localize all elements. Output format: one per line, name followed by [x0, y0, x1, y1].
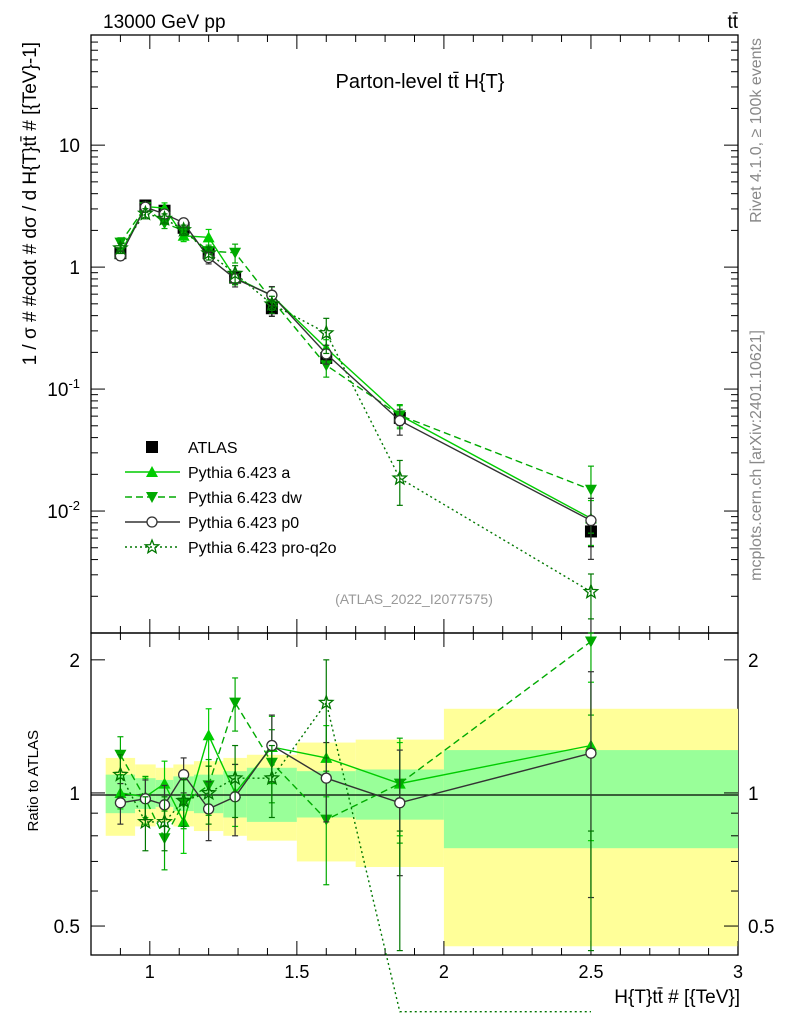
- main-line-pythia-6-423-pro-q2o: [119, 212, 592, 593]
- main-point-pythia-6-423-pro-q2o: [391, 469, 409, 486]
- ratio-point-pythia-6-423-p0: [114, 797, 127, 809]
- header-right: tt̄: [727, 12, 738, 33]
- x-axis-label: H{T}tt̄ # [{TeV}]: [614, 987, 740, 1008]
- main-point-pythia-6-423-pro-q2o: [226, 264, 244, 281]
- legend-marker-pythia-6-423-p0: [146, 516, 158, 528]
- side-label-mcplots: mcplots.cern.ch [arXiv:2401.10621]: [748, 330, 765, 581]
- main-line-pythia-6-423-p0: [119, 206, 592, 522]
- ratio-point-pythia-6-423-p0: [585, 747, 597, 759]
- legend-label-pythia-6-423-p0: Pythia 6.423 p0: [188, 515, 299, 532]
- x-tick-label: 2: [439, 962, 449, 982]
- ratio-y-tick-label-right: 1: [748, 784, 759, 805]
- ratio-y-tick-label: 0.5: [54, 917, 80, 938]
- main-point-pythia-6-423-dw: [584, 484, 597, 496]
- ratio-point-pythia-6-423-pro-q2o: [200, 784, 217, 801]
- x-tick-label: 2.5: [578, 962, 603, 982]
- main-point-pythia-6-423-pro-q2o: [582, 582, 600, 599]
- header-left: 13000 GeV pp: [103, 12, 226, 33]
- ratio-uncertainty-bands: [105, 708, 738, 947]
- legend-marker-atlas: [146, 441, 158, 453]
- main-point-pythia-6-423-pro-q2o: [136, 204, 154, 221]
- ratio-point-pythia-6-423-dw: [584, 636, 597, 648]
- main-point-pythia-6-423-p0: [394, 414, 406, 427]
- chart-title: Parton-level tt̄ H{T}: [336, 71, 505, 93]
- ratio-point-pythia-6-423-a: [202, 729, 215, 741]
- side-label-rivet: Rivet 4.1.0, ≥ 100k events: [748, 38, 765, 223]
- ratio-point-pythia-6-423-pro-q2o: [156, 813, 173, 830]
- ratio-line-pythia-6-423-a: [120, 733, 592, 824]
- ratio-point-pythia-6-423-p0: [394, 797, 406, 809]
- main-series-layer: [112, 199, 600, 620]
- watermark: (ATLAS_2022_I2077575): [335, 591, 493, 607]
- ratio-y-tick-label-right: 2: [748, 651, 759, 672]
- legend: ATLAS Pythia 6.423 a Pythia 6.423 dw Pythia…: [125, 440, 337, 557]
- main-point-pythia-6-423-pro-q2o: [112, 239, 129, 256]
- ratio-point-pythia-6-423-pro-q2o: [226, 769, 244, 786]
- legend-marker-pythia-6-423-a: [146, 466, 158, 477]
- ratio-point-pythia-6-423-p0: [320, 772, 332, 784]
- main-point-pythia-6-423-pro-q2o: [175, 221, 192, 238]
- y-tick-label: 10: [59, 136, 80, 157]
- main-point-pythia-6-423-p0: [585, 514, 597, 527]
- ratio-point-pythia-6-423-pro-q2o: [112, 765, 129, 782]
- y-tick-label: 10-2: [47, 498, 80, 523]
- y-axis-label: 1 / σ # #cdot # dσ / d H{T}tt̄ # [{TeV}-…: [20, 42, 41, 365]
- ratio-point-pythia-6-423-pro-q2o: [136, 813, 154, 830]
- main-point-pythia-6-423-pro-q2o: [317, 324, 335, 341]
- legend-label-pythia-6-423-dw: Pythia 6.423 dw: [188, 490, 302, 507]
- legend-marker-pythia-6-423-pro-q2o: [143, 538, 161, 555]
- main-point-pythia-6-423-a: [202, 231, 215, 243]
- ratio-y-tick-label: 2: [69, 651, 80, 672]
- ratio-point-pythia-6-423-pro-q2o: [263, 769, 281, 786]
- ratio-line-pythia-6-423-p0: [120, 744, 592, 810]
- main-point-pythia-6-423-dw: [320, 360, 333, 372]
- ratio-line-pythia-6-423-pro-q2o: [119, 701, 591, 1013]
- ratio-series-layer: [112, 632, 597, 1013]
- ratio-y-tick-label: 1: [69, 784, 80, 805]
- legend-label-pythia-6-423-pro-q2o: Pythia 6.423 pro-q2o: [188, 540, 337, 557]
- ratio-y-tick-label-right: 0.5: [748, 917, 774, 938]
- ratio-point-pythia-6-423-pro-q2o: [175, 792, 192, 808]
- main-point-pythia-6-423-pro-q2o: [200, 244, 218, 261]
- main-point-pythia-6-423-pro-q2o: [263, 295, 281, 312]
- x-tick-label: 3: [733, 962, 743, 982]
- main-line-pythia-6-423-dw: [119, 206, 592, 491]
- ratio-point-pythia-6-423-dw: [229, 697, 242, 709]
- main-line-pythia-6-423-a: [119, 205, 592, 520]
- x-tick-label: 1: [145, 962, 155, 982]
- main-point-pythia-6-423-dw: [229, 247, 242, 259]
- legend-marker-pythia-6-423-dw: [146, 492, 158, 503]
- ratio-y-axis-label: Ratio to ATLAS: [25, 730, 42, 831]
- ratio-axis-ticks: 1 1.5 2 2.5 3 0.5 0.5 1 1 2 2: [54, 633, 774, 982]
- x-tick-label: 1.5: [284, 962, 309, 982]
- legend-label-atlas: ATLAS: [188, 440, 238, 457]
- ratio-line-pythia-6-423-dw: [119, 640, 592, 840]
- legend-label-pythia-6-423-a: Pythia 6.423 a: [188, 465, 290, 482]
- ratio-point-pythia-6-423-pro-q2o: [317, 693, 335, 710]
- y-tick-label: 1: [69, 258, 80, 279]
- main-point-pythia-6-423-pro-q2o: [156, 209, 173, 226]
- y-tick-label: 10-1: [47, 376, 80, 401]
